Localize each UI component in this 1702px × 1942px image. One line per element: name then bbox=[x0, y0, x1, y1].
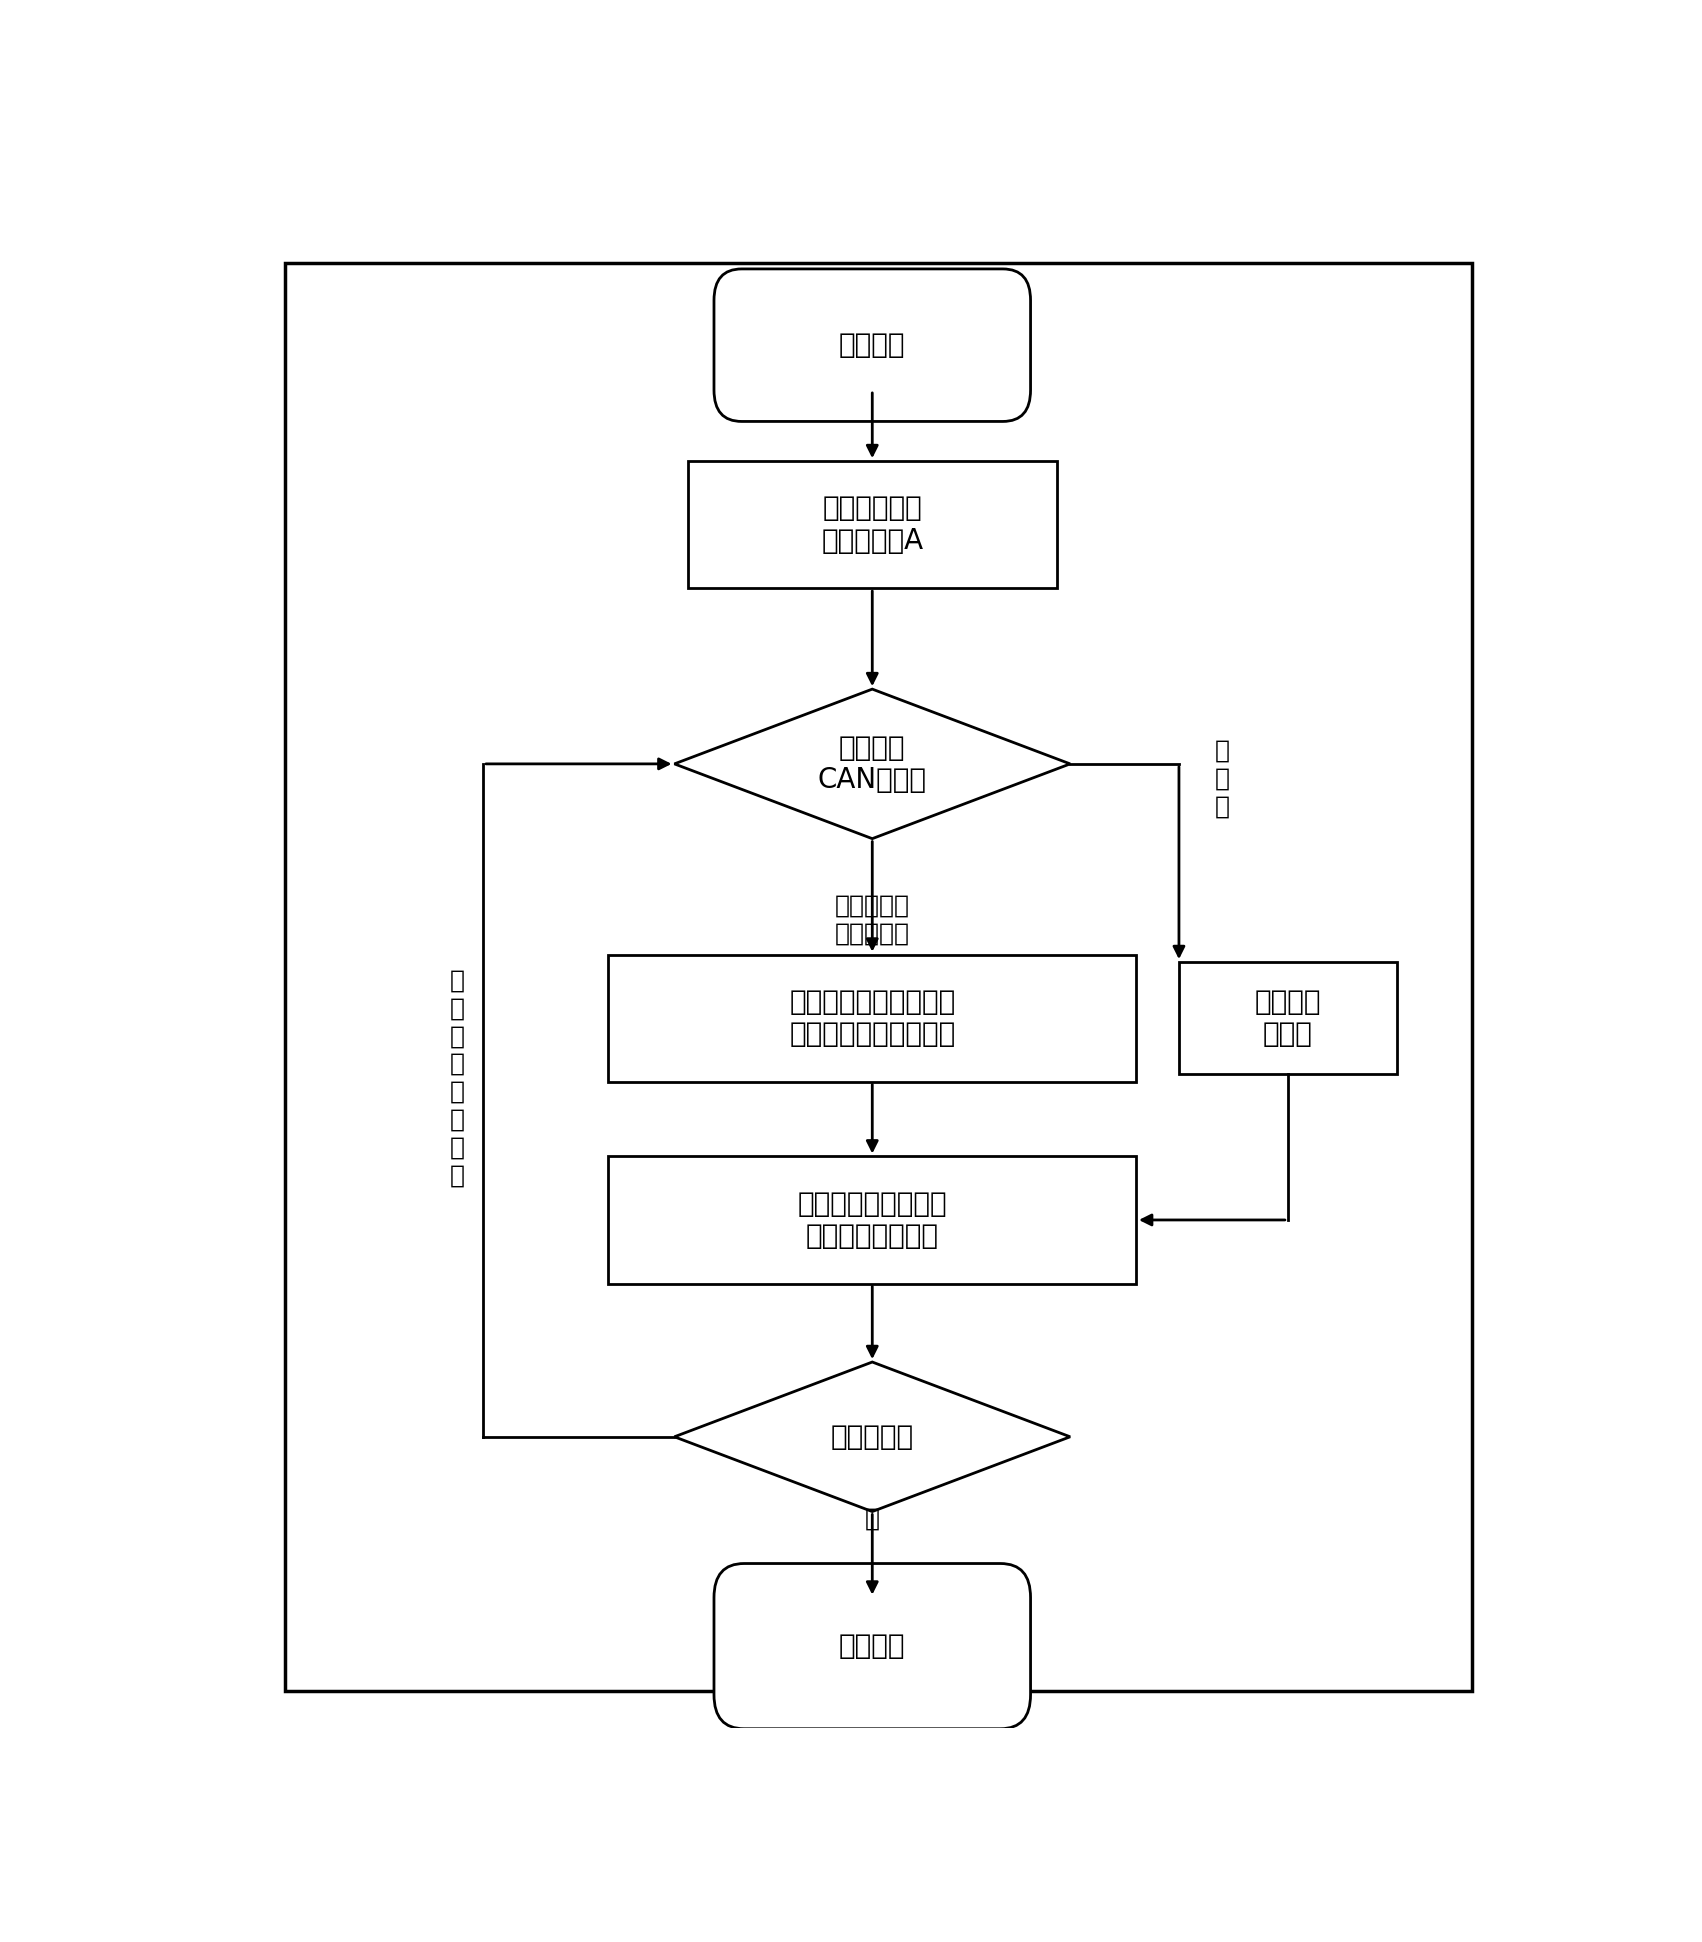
Text: 有
故
障
，
释
放
总
线: 有 故 障 ， 释 放 总 线 bbox=[449, 969, 465, 1187]
Bar bbox=[608, 955, 1135, 1082]
Text: 有
信
息: 有 信 息 bbox=[1214, 740, 1229, 820]
Text: 系统上电: 系统上电 bbox=[839, 332, 905, 359]
FancyBboxPatch shape bbox=[715, 1563, 1030, 1728]
Text: 启动搜索
CAN上信息: 启动搜索 CAN上信息 bbox=[817, 734, 928, 794]
Bar bbox=[688, 460, 1057, 588]
Text: 开始运行: 开始运行 bbox=[839, 1631, 905, 1660]
Text: 无: 无 bbox=[865, 1507, 880, 1530]
Text: 主机发出控制信息，
从机根据指示动作: 主机发出控制信息， 从机根据指示动作 bbox=[798, 1190, 946, 1251]
Bar bbox=[608, 1155, 1135, 1284]
Polygon shape bbox=[674, 1361, 1071, 1511]
FancyBboxPatch shape bbox=[715, 268, 1030, 421]
Text: 最先占用总线的系统为
主机，其他自动为从机: 最先占用总线的系统为 主机，其他自动为从机 bbox=[790, 988, 955, 1049]
Text: 是否有故障: 是否有故障 bbox=[831, 1423, 914, 1451]
Bar bbox=[1179, 961, 1397, 1074]
Polygon shape bbox=[674, 689, 1071, 839]
Text: 自动设置
为从机: 自动设置 为从机 bbox=[1254, 988, 1321, 1049]
Text: 定义首先得电
的为逆变器A: 定义首先得电 的为逆变器A bbox=[820, 495, 924, 555]
Text: 在规定时间
内没有信息: 在规定时间 内没有信息 bbox=[834, 893, 911, 946]
